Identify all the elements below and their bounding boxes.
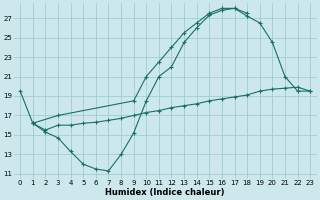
X-axis label: Humidex (Indice chaleur): Humidex (Indice chaleur) [106, 188, 225, 197]
